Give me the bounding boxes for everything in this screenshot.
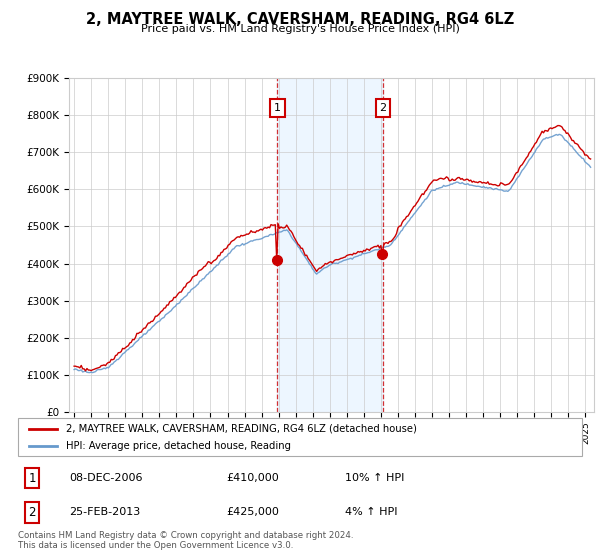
- Text: 4% ↑ HPI: 4% ↑ HPI: [345, 507, 398, 517]
- Text: 08-DEC-2006: 08-DEC-2006: [69, 473, 142, 483]
- Text: 2, MAYTREE WALK, CAVERSHAM, READING, RG4 6LZ (detached house): 2, MAYTREE WALK, CAVERSHAM, READING, RG4…: [66, 423, 417, 433]
- Text: Contains HM Land Registry data © Crown copyright and database right 2024.
This d: Contains HM Land Registry data © Crown c…: [18, 531, 353, 550]
- Text: 2: 2: [379, 103, 386, 113]
- Text: £425,000: £425,000: [227, 507, 280, 517]
- Text: 1: 1: [274, 103, 281, 113]
- FancyBboxPatch shape: [18, 418, 582, 456]
- Text: 10% ↑ HPI: 10% ↑ HPI: [345, 473, 404, 483]
- Text: 1: 1: [28, 472, 36, 485]
- Text: 2, MAYTREE WALK, CAVERSHAM, READING, RG4 6LZ: 2, MAYTREE WALK, CAVERSHAM, READING, RG4…: [86, 12, 514, 27]
- Text: HPI: Average price, detached house, Reading: HPI: Average price, detached house, Read…: [66, 441, 291, 451]
- Text: 2: 2: [28, 506, 36, 519]
- Bar: [277, 78, 383, 412]
- Text: 25-FEB-2013: 25-FEB-2013: [69, 507, 140, 517]
- Text: £410,000: £410,000: [227, 473, 280, 483]
- Text: Price paid vs. HM Land Registry's House Price Index (HPI): Price paid vs. HM Land Registry's House …: [140, 24, 460, 34]
